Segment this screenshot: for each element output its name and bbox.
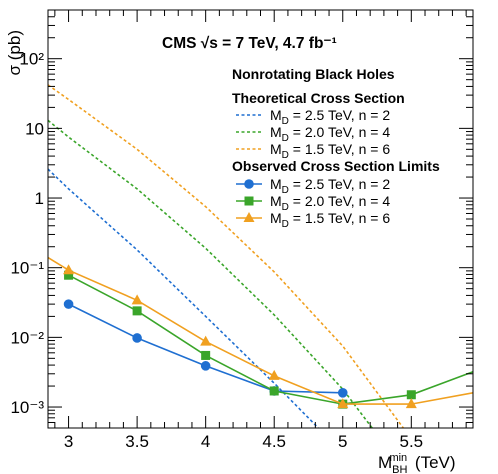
limit-curve-3: [48, 256, 473, 405]
limit-marker-3: [268, 369, 280, 380]
limit-marker-1: [63, 299, 74, 309]
x-axis-title: MBHmin (TeV): [378, 452, 456, 474]
limit-marker-3: [63, 264, 75, 275]
y-tick-label: 10⁻¹: [10, 259, 44, 278]
curves-layer: [48, 84, 473, 428]
legend-limit-marker-1: [244, 179, 254, 189]
legend-limit-marker-2: [244, 196, 254, 206]
legend: Nonrotating Black Holes Theoretical Cross…: [232, 66, 440, 230]
x-tick-label: 3: [64, 432, 73, 451]
limit-marker-1: [132, 333, 142, 343]
ticks-layer: 3 3.5 4 4.5 5 5.5 10⁻³ 10⁻² 10⁻¹ 1 10 10²: [10, 9, 473, 451]
limit-marker-3: [337, 398, 349, 409]
theory-curve-3: [48, 84, 405, 428]
y-tick-label: 1: [35, 189, 44, 208]
legend-limit-label-2: MD = 2.0 TeV, n = 4: [270, 193, 390, 213]
limit-marker-2: [406, 390, 416, 400]
legend-limit-label-3: MD = 1.5 TeV, n = 6: [270, 210, 390, 230]
limit-marker-1: [337, 388, 348, 398]
chart-header: CMS √s = 7 TeV, 4.7 fb⁻¹: [162, 35, 337, 52]
x-tick-label: 3.5: [125, 432, 149, 451]
legend-theory-label-3: MD = 1.5 TeV, n = 6: [270, 141, 390, 161]
x-tick-label: 5.5: [399, 432, 423, 451]
legend-group-theory-title: Theoretical Cross Section: [232, 90, 405, 106]
limit-marker-3: [405, 398, 417, 409]
x-tick-label: 4: [201, 432, 210, 451]
legend-limit-marker-3: [243, 212, 255, 222]
y-tick-label: 10⁻²: [10, 328, 44, 347]
legend-group-limits-title: Observed Cross Section Limits: [232, 158, 440, 174]
y-tick-label: 10²: [19, 50, 44, 69]
theory-curve-1: [48, 168, 320, 428]
y-tick-label: 10: [25, 119, 44, 138]
legend-title: Nonrotating Black Holes: [232, 66, 395, 82]
y-tick-label: 10⁻³: [10, 398, 44, 417]
limit-marker-2: [64, 270, 74, 280]
limit-marker-2: [269, 386, 279, 396]
legend-theory-label-2: MD = 2.0 TeV, n = 4: [270, 124, 390, 144]
legend-theory-label-1: MD = 2.5 TeV, n = 2: [270, 107, 390, 127]
legend-limit-label-1: MD = 2.5 TeV, n = 2: [270, 176, 390, 196]
x-tick-label: 4.5: [262, 432, 286, 451]
limit-marker-2: [132, 306, 142, 316]
limit-marker-1: [200, 361, 211, 371]
limit-marker-3: [131, 294, 143, 305]
limit-marker-2: [201, 350, 211, 360]
limit-marker-3: [200, 335, 212, 346]
y-axis-title: σ (pb): [5, 30, 24, 75]
x-tick-label: 5: [338, 432, 347, 451]
